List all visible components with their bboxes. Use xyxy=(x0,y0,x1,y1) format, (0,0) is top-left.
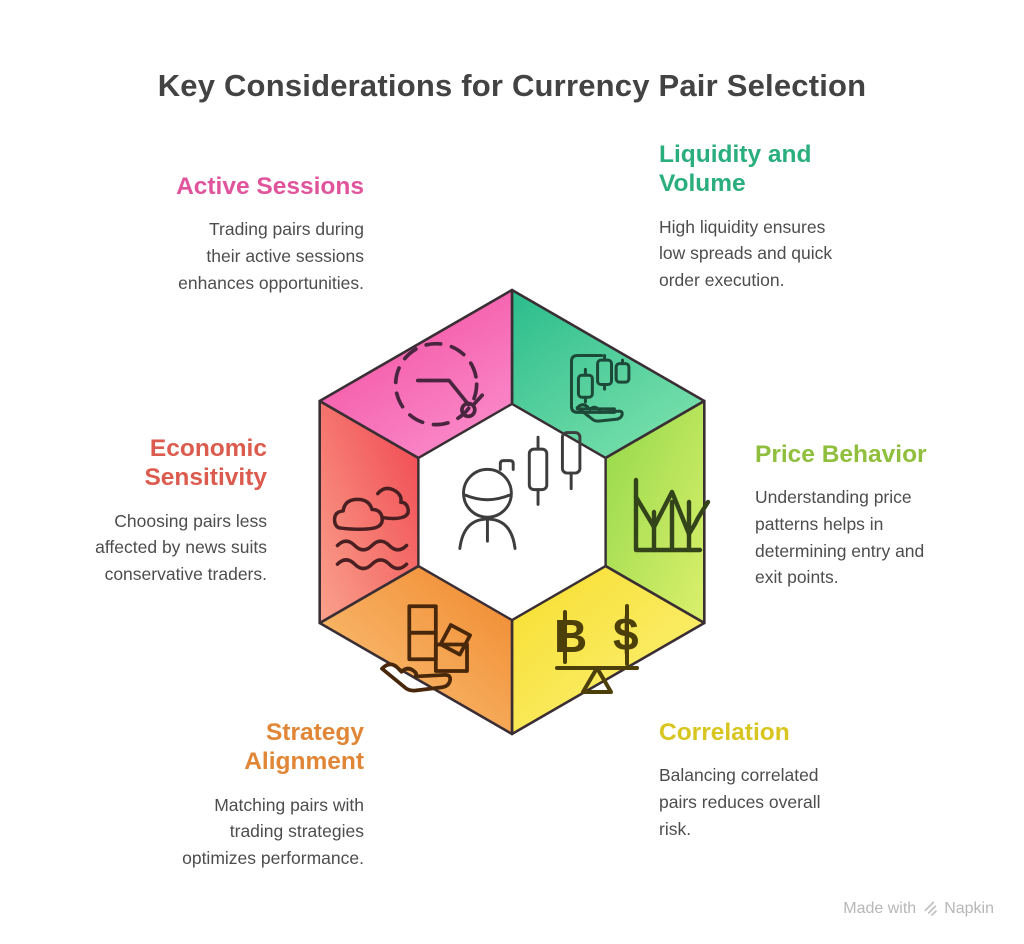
svg-text:$: $ xyxy=(613,608,639,660)
svg-text:B: B xyxy=(554,610,587,662)
